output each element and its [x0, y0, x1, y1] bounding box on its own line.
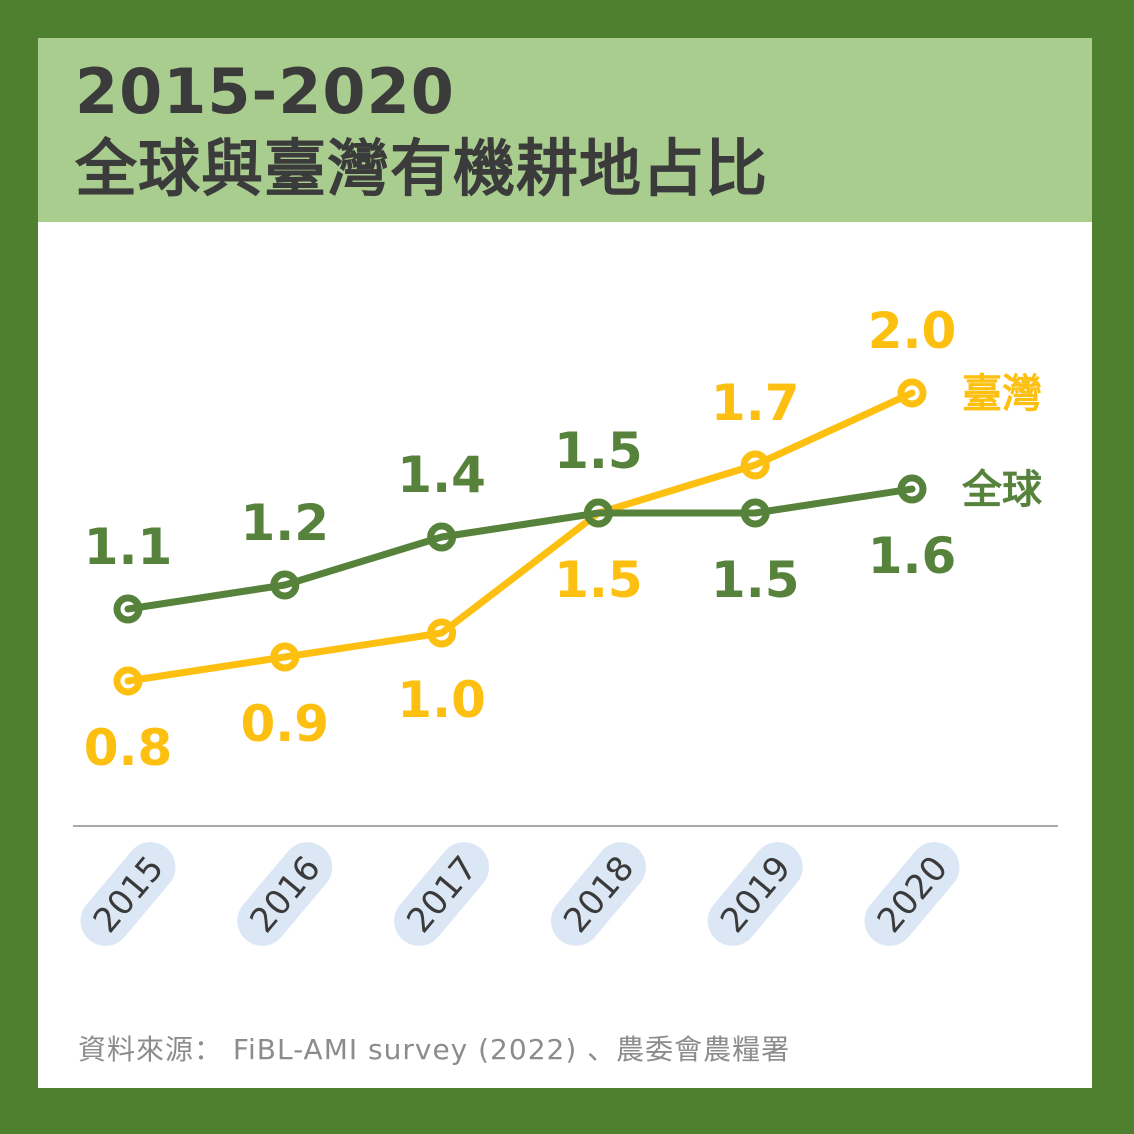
value-label-全球-2016: 1.2 [241, 494, 330, 552]
value-label-臺灣-2017: 1.0 [397, 671, 486, 729]
x-tick-2019: 2019 [707, 842, 803, 946]
value-label-臺灣-2015: 0.8 [84, 719, 173, 777]
data-point-marker-全球-2018 [583, 498, 613, 528]
value-label-全球-2020: 1.6 [868, 527, 957, 585]
data-point-marker-臺灣-2017 [427, 618, 457, 648]
x-tick-pill [864, 842, 960, 946]
poster-content: 2015-2020 全球與臺灣有機耕地占比 2015 2016 2017 2018 20… [38, 38, 1092, 1088]
value-label-全球-2019: 1.5 [711, 551, 800, 609]
data-point-marker-臺灣-2019 [740, 450, 770, 480]
value-label-臺灣-2018: 1.5 [554, 551, 643, 609]
data-point-marker-全球-2015 [113, 594, 143, 624]
legend-臺灣: 臺灣 [962, 371, 1042, 417]
x-tick-2015: 2015 [80, 842, 176, 946]
data-point-marker-臺灣-2016 [270, 642, 300, 672]
x-tick-2018: 2018 [550, 842, 646, 946]
data-point-marker-全球-2017 [427, 522, 457, 552]
chart-area: 2015 2016 2017 2018 2019 2020 1.1 1.2 1.4 1.5 1.5 1… [38, 222, 1092, 962]
x-tick-pill [80, 842, 176, 946]
legend-全球: 全球 [961, 467, 1043, 513]
x-tick-2016: 2016 [237, 842, 333, 946]
value-label-全球-2017: 1.4 [397, 446, 486, 504]
data-source-text: 資料來源： FiBL-AMI survey (2022) 、農委會農糧署 [78, 1033, 791, 1066]
x-tick-pill [550, 842, 646, 946]
x-tick-pill [394, 842, 490, 946]
footer: 資料來源： FiBL-AMI survey (2022) 、農委會農糧署 [38, 962, 1092, 1088]
data-point-marker-全球-2019 [740, 498, 770, 528]
series-line-全球 [124, 485, 916, 613]
data-point-marker-臺灣-2015 [113, 666, 143, 696]
header-band: 2015-2020 全球與臺灣有機耕地占比 [38, 38, 1092, 222]
x-tick-2017: 2017 [394, 842, 490, 946]
value-label-全球-2015: 1.1 [84, 518, 173, 576]
value-label-臺灣-2020: 2.0 [868, 302, 957, 360]
series-line-臺灣 [124, 389, 916, 685]
data-point-marker-全球-2016 [270, 570, 300, 600]
value-label-臺灣-2016: 0.9 [241, 695, 330, 753]
x-tick-pill [237, 842, 333, 946]
page-title-subject: 全球與臺灣有機耕地占比 [75, 131, 769, 205]
page-title-years: 2015-2020 [75, 55, 455, 128]
data-point-marker-全球-2020 [897, 474, 927, 504]
x-tick-pill [707, 842, 803, 946]
x-tick-2020: 2020 [864, 842, 960, 946]
value-label-臺灣-2019: 1.7 [711, 374, 800, 432]
line-chart: 2015 2016 2017 2018 2019 2020 1.1 1.2 1.4 1.5 1.5 1… [73, 302, 1058, 946]
data-point-marker-臺灣-2020 [897, 378, 927, 408]
value-label-全球-2018: 1.5 [554, 422, 643, 480]
